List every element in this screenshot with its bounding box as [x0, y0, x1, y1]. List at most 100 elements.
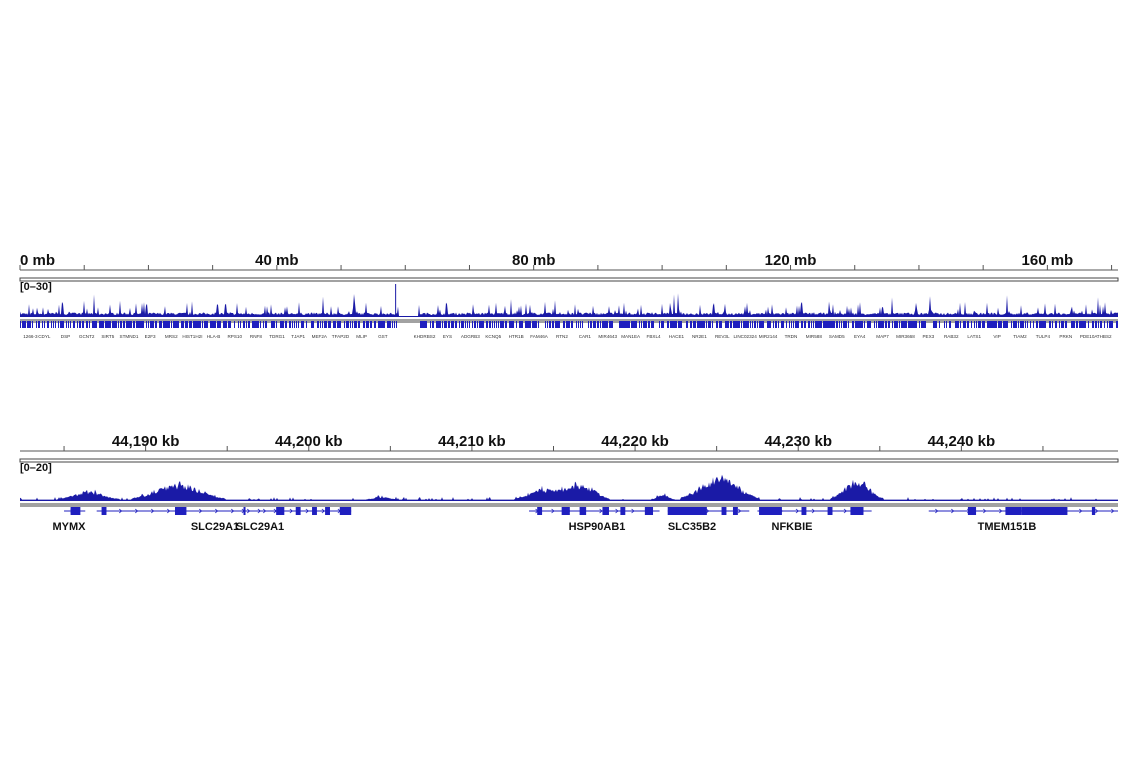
gene-label: CAR1 — [579, 334, 592, 339]
gene-feature — [909, 321, 910, 328]
gene-feature — [738, 321, 739, 328]
gene-feature — [226, 321, 227, 328]
gene-feature — [731, 321, 732, 328]
gene-label: MAP7 — [876, 334, 889, 339]
gene-feature — [538, 321, 539, 328]
gene-feature — [189, 321, 190, 328]
gene-label: TJAP1 — [291, 334, 305, 339]
gene-label: RNF8 — [250, 334, 262, 339]
gene-feature — [750, 321, 751, 328]
gene-feature — [1007, 321, 1008, 328]
gene-feature — [760, 321, 761, 328]
strand-arrow — [982, 508, 987, 514]
gene-feature — [253, 321, 254, 328]
gene-feature — [1111, 321, 1112, 328]
gene-feature — [922, 321, 923, 328]
gene-feature — [1040, 321, 1041, 328]
gene-feature — [555, 321, 556, 328]
gene-feature — [371, 321, 372, 328]
gene-feature — [568, 321, 569, 328]
gene-label: RPS10 — [227, 334, 242, 339]
gene-feature — [955, 321, 956, 328]
gene-feature — [974, 321, 975, 328]
gene-feature — [965, 321, 966, 328]
strand-arrow — [631, 508, 635, 514]
gene-feature — [716, 321, 717, 328]
strand-arrow — [241, 508, 245, 514]
gene-feature — [459, 321, 460, 328]
gene-feature — [702, 321, 703, 328]
gene-feature — [769, 321, 770, 328]
gene-feature — [905, 321, 906, 328]
gene-feature — [329, 321, 330, 328]
gene-exon — [295, 507, 301, 515]
gene-feature — [641, 321, 642, 328]
gene-feature — [220, 321, 221, 328]
gene-feature — [747, 321, 748, 328]
gene-feature — [652, 321, 653, 328]
gene-feature — [706, 321, 707, 328]
strand-arrow — [705, 508, 710, 514]
gene-feature — [425, 321, 426, 328]
gene-feature — [198, 321, 199, 328]
gene-feature — [63, 321, 64, 328]
gene-feature — [845, 321, 846, 328]
gene-feature — [1056, 321, 1057, 328]
gene-feature — [1052, 321, 1053, 328]
gene-feature — [678, 321, 679, 328]
gene-feature — [330, 321, 331, 328]
gene-feature — [526, 321, 527, 328]
gene-feature — [801, 321, 802, 328]
gene-label: SLC29A1 — [236, 521, 284, 533]
gene-feature — [1044, 321, 1045, 328]
gene-hsp90ab1 — [529, 507, 660, 515]
gene-feature — [212, 321, 213, 328]
gene-feature — [176, 321, 177, 328]
gene-feature — [773, 321, 774, 328]
strand-arrow — [198, 508, 203, 514]
gene-feature — [770, 321, 771, 328]
gene-feature — [79, 321, 80, 328]
strand-arrow — [134, 508, 139, 514]
gene-feature — [844, 321, 845, 328]
gene-feature — [482, 321, 483, 328]
gene-feature — [913, 321, 914, 328]
gene-exon — [101, 507, 107, 515]
gene-feature — [762, 321, 763, 328]
gene-feature — [364, 321, 365, 328]
gene-feature — [754, 321, 755, 328]
gene-feature — [195, 321, 196, 328]
gene-feature — [494, 321, 495, 328]
gene-exon — [579, 507, 587, 515]
gene-feature — [963, 321, 964, 328]
gene-feature — [89, 321, 90, 328]
gene-feature — [128, 321, 129, 328]
gene-feature — [490, 321, 491, 328]
gene-feature — [510, 321, 511, 328]
strand-arrow — [551, 508, 555, 514]
gene-feature — [944, 321, 945, 328]
gene-feature — [653, 321, 654, 328]
gene-feature — [853, 321, 854, 328]
gene-feature — [175, 321, 176, 328]
gene-feature — [486, 321, 487, 328]
gene-feature — [662, 321, 663, 328]
gene-feature — [813, 321, 814, 328]
gene-feature — [1098, 321, 1099, 328]
gene-exon — [721, 507, 727, 515]
gene-feature — [374, 321, 375, 328]
gene-feature — [609, 321, 610, 328]
gene-feature — [741, 321, 742, 328]
gene-feature — [311, 321, 312, 328]
gene-feature — [606, 321, 607, 328]
gene-feature — [159, 321, 160, 328]
gene-feature — [571, 321, 572, 328]
gene-feature — [1107, 321, 1108, 328]
gene-feature — [627, 321, 628, 328]
gene-feature — [513, 321, 514, 328]
gene-feature — [988, 321, 989, 328]
gene-feature — [520, 321, 521, 328]
gene-feature — [671, 321, 672, 328]
gene-feature — [133, 321, 134, 328]
gene-feature — [859, 321, 860, 328]
